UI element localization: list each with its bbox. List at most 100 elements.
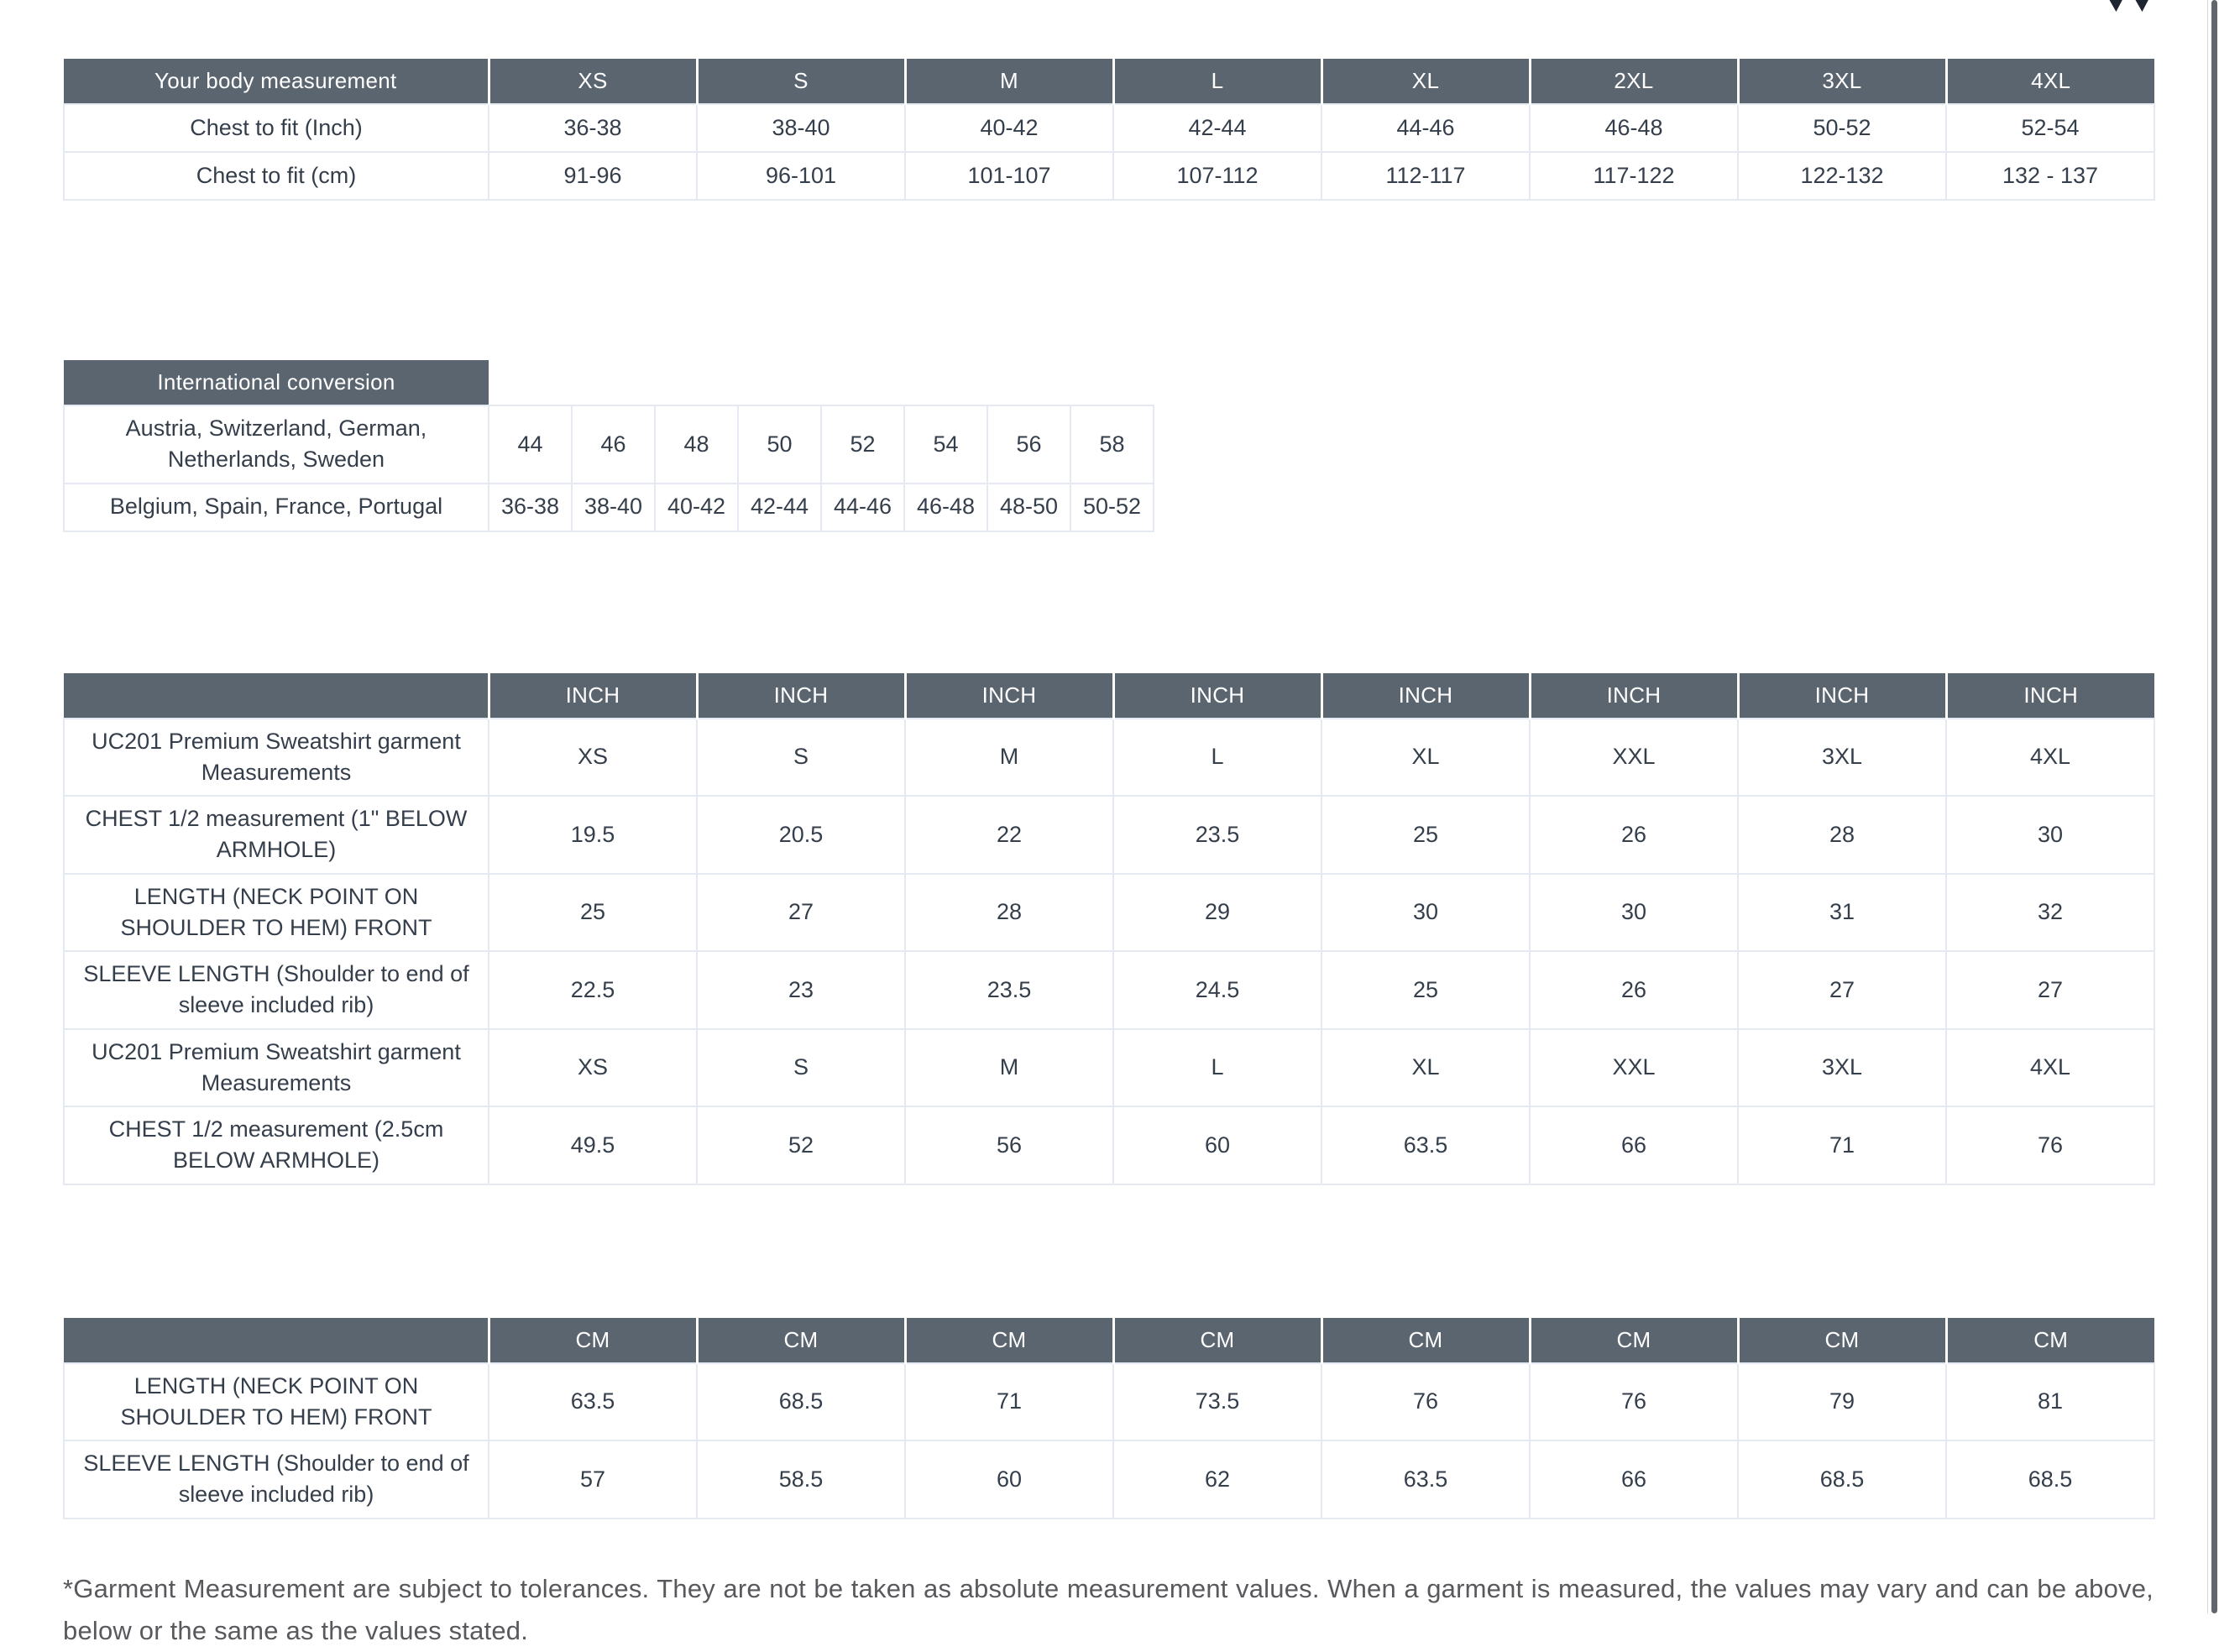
garment-tolerance-footnote: *Garment Measurement are subject to tole… [63,1573,2154,1645]
table-cell: 26 [1529,795,1739,875]
table-cell: 62 [1112,1440,1322,1519]
table-cell: 68.5 [1945,1440,2155,1519]
table-cell: 63.5 [1321,1106,1531,1185]
table-cell: 68.5 [1737,1440,1947,1519]
vertical-scrollbar[interactable] [2207,0,2219,1613]
table-row: CHEST 1/2 measurement (1" BELOW ARMHOLE)… [63,795,2155,875]
table-cell: 52 [696,1106,906,1185]
table-cell: 60 [904,1440,1114,1519]
table-header-row: International conversion [64,360,1154,405]
table-row: UC201 Premium Sweatshirt garment Measure… [63,717,2155,797]
table-cell: 76 [1945,1106,2155,1185]
table-cell: 24.5 [1112,950,1322,1030]
table-cell: 91-96 [488,151,698,201]
column-header-cell: 4XL [1944,59,2154,104]
table-cell: 71 [1737,1106,1947,1185]
table-cell: 40-42 [904,103,1114,153]
column-header-cell: CM [1320,1317,1530,1363]
column-header-cell: CM [1944,1317,2154,1363]
table-cell: 30 [1945,795,2155,875]
table-cell: 101-107 [904,151,1114,201]
table-cell: M [904,1027,1114,1107]
table-row: SLEEVE LENGTH (Shoulder to end of sleeve… [63,950,2155,1030]
table-cell: 76 [1321,1362,1531,1441]
table-cell: 23.5 [904,950,1114,1030]
table-row: LENGTH (NECK POINT ON SHOULDER TO HEM) F… [63,872,2155,952]
column-header-cell: M [903,59,1113,104]
column-header-cell: INCH [1112,672,1321,719]
table-cell: 28 [904,872,1114,952]
table-cell: 50 [737,405,822,484]
table-cell: 46-48 [1529,103,1739,153]
table-cell: 46 [571,405,656,484]
table-cell: 32 [1945,872,2155,952]
table-cell: 44-46 [1321,103,1531,153]
table-cell: 76 [1529,1362,1739,1441]
column-header-cell: CM [1112,1317,1321,1363]
table-header-row: INCH INCH INCH INCH INCH INCH INCH INCH [64,672,2154,719]
table-cell: 36-38 [488,103,698,153]
column-header-cell: 2XL [1528,59,1738,104]
column-header-cell: CM [1528,1317,1738,1363]
table-row: CHEST 1/2 measurement (2.5cm BELOW ARMHO… [63,1106,2155,1185]
table-cell: 66 [1529,1440,1739,1519]
table-cell: 23 [696,950,906,1030]
garment-measurements-inch-table: INCH INCH INCH INCH INCH INCH INCH INCH UC201 P… [63,672,2155,1185]
table-row: Chest to fit (Inch) 36-38 38-40 40-42 42-44 4… [63,103,2155,153]
table-cell: 52-54 [1945,103,2155,153]
corner-header-cell: Your body measurement [64,59,489,104]
row-label: Belgium, Spain, France, Portugal [63,482,489,532]
table-cell: 48 [654,405,739,484]
table-cell: 3XL [1737,717,1947,797]
table-cell: 19.5 [488,795,698,875]
table-cell: 57 [488,1440,698,1519]
table-cell: 27 [1945,950,2155,1030]
column-header-cell: INCH [1320,672,1530,719]
table-cell: 50-52 [1070,482,1154,532]
table-row: Austria, Switzerland, German, Netherland… [63,405,1154,484]
table-cell: 60 [1112,1106,1322,1185]
table-cell: 44-46 [820,482,905,532]
table-cell: 22.5 [488,950,698,1030]
table-cell: S [696,1027,906,1107]
column-header-cell: 3XL [1736,59,1946,104]
table-cell: 25 [488,872,698,952]
cropped-top-icon [2106,0,2156,13]
table-cell: 58.5 [696,1440,906,1519]
table-cell: 27 [1737,950,1947,1030]
table-cell: XXL [1529,717,1739,797]
table-cell: 26 [1529,950,1739,1030]
table-cell: 42-44 [1112,103,1322,153]
scrollbar-thumb[interactable] [2211,0,2217,1613]
table-cell: 27 [696,872,906,952]
table-cell: 132 - 137 [1945,151,2155,201]
body-measurement-table: Your body measurement XS S M L XL 2XL 3XL 4XL Ch… [63,59,2155,201]
table-cell: 44 [488,405,573,484]
table-cell: 31 [1737,872,1947,952]
table-cell: 81 [1945,1362,2155,1441]
column-header-cell: XL [1320,59,1530,104]
table-cell: 40-42 [654,482,739,532]
international-conversion-table: International conversion Austria, Switze… [63,360,1154,532]
table-cell: 49.5 [488,1106,698,1185]
row-label: LENGTH (NECK POINT ON SHOULDER TO HEM) F… [63,872,489,952]
table-header-row: Your body measurement XS S M L XL 2XL 3XL 4XL [64,59,2154,104]
garment-measurements-cm-table: CM CM CM CM CM CM CM CM LENGTH (NECK POINT ON S… [63,1317,2155,1519]
column-header-cell: CM [695,1317,905,1363]
column-header-cell: XS [487,59,697,104]
row-label: SLEEVE LENGTH (Shoulder to end of sleeve… [63,950,489,1030]
column-header-cell: CM [487,1317,697,1363]
column-header-cell: CM [1736,1317,1946,1363]
table-cell: XXL [1529,1027,1739,1107]
blank-header-space [489,360,1154,405]
table-cell: 30 [1529,872,1739,952]
column-header-cell: INCH [487,672,697,719]
table-cell: 25 [1321,950,1531,1030]
triangle-down-icon [2132,0,2152,12]
row-label: LENGTH (NECK POINT ON SHOULDER TO HEM) F… [63,1362,489,1441]
row-label: UC201 Premium Sweatshirt garment Measure… [63,1027,489,1107]
table-cell: 56 [904,1106,1114,1185]
table-cell: 112-117 [1321,151,1531,201]
table-cell: 25 [1321,795,1531,875]
